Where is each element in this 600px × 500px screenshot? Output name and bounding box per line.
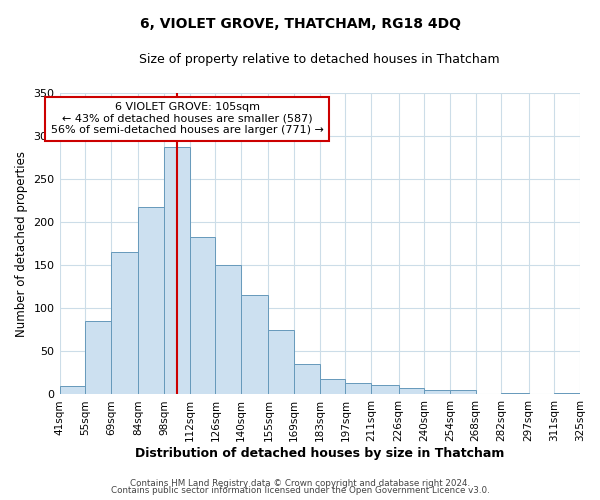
Y-axis label: Number of detached properties: Number of detached properties <box>15 151 28 337</box>
Bar <box>268 330 294 394</box>
Bar <box>164 148 190 394</box>
Bar <box>215 266 241 394</box>
Text: 6 VIOLET GROVE: 105sqm
← 43% of detached houses are smaller (587)
56% of semi-de: 6 VIOLET GROVE: 105sqm ← 43% of detached… <box>50 102 323 136</box>
Bar <box>320 379 346 394</box>
Title: Size of property relative to detached houses in Thatcham: Size of property relative to detached ho… <box>139 52 500 66</box>
X-axis label: Distribution of detached houses by size in Thatcham: Distribution of detached houses by size … <box>135 447 505 460</box>
Text: Contains public sector information licensed under the Open Government Licence v3: Contains public sector information licen… <box>110 486 490 495</box>
Bar <box>85 322 111 394</box>
Bar <box>424 390 450 394</box>
Bar <box>294 364 320 394</box>
Bar <box>398 388 424 394</box>
Bar <box>554 392 580 394</box>
Bar <box>346 384 371 394</box>
Bar <box>450 390 476 394</box>
Text: Contains HM Land Registry data © Crown copyright and database right 2024.: Contains HM Land Registry data © Crown c… <box>130 478 470 488</box>
Bar <box>241 296 268 394</box>
Bar <box>111 252 139 394</box>
Text: 6, VIOLET GROVE, THATCHAM, RG18 4DQ: 6, VIOLET GROVE, THATCHAM, RG18 4DQ <box>139 18 461 32</box>
Bar <box>501 392 529 394</box>
Bar <box>190 237 215 394</box>
Bar <box>371 385 398 394</box>
Bar <box>139 206 164 394</box>
Bar <box>59 386 85 394</box>
